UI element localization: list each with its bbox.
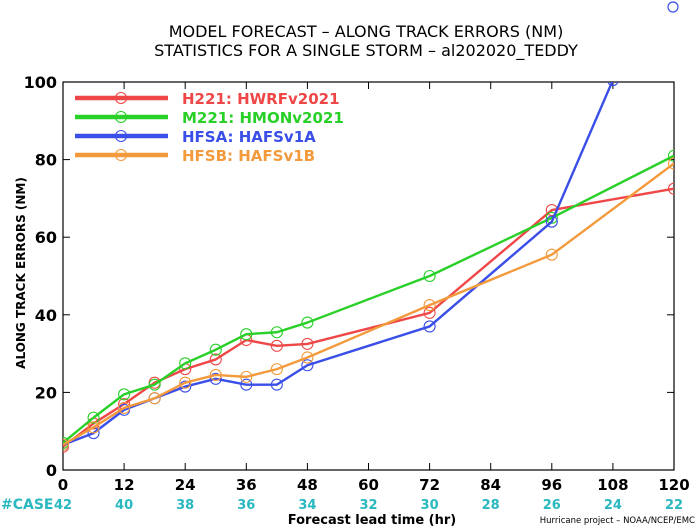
legend-entry: H221: HWRFv2021 [182, 90, 340, 108]
series-point [87, 411, 100, 424]
series-point [301, 351, 314, 364]
series-point [607, 82, 619, 87]
series-point [667, 157, 674, 170]
legend-marker [114, 148, 128, 162]
chart-title-line1: MODEL FORECAST – ALONG TRACK ERRORS (NM) [169, 22, 564, 41]
series-point [209, 372, 222, 385]
x-tick-label: 72 [419, 476, 440, 494]
case-count: 40 [115, 498, 133, 513]
case-count: 36 [237, 498, 255, 513]
legend-entry: HFSA: HAFSv1A [182, 128, 316, 146]
corner-marker-icon [667, 1, 679, 13]
x-axis-label: Forecast lead time (hr) [288, 513, 456, 528]
x-tick-label: 96 [541, 476, 562, 494]
series-point [179, 376, 192, 389]
series-clip-group [63, 82, 674, 453]
series-point [118, 388, 131, 401]
y-tick-label: 60 [35, 228, 57, 247]
x-tick-label: 24 [175, 476, 196, 494]
case-count: 26 [543, 498, 561, 513]
series-point [209, 343, 222, 356]
series-line-2 [63, 82, 614, 446]
series-point [209, 353, 222, 366]
x-tick-label: 120 [658, 476, 689, 494]
y-axis-label: ALONG TRACK ERRORS (NM) [14, 177, 28, 369]
series-point [423, 306, 436, 319]
series-point [240, 328, 253, 341]
y-tick-label: 100 [24, 73, 57, 92]
case-count: 28 [482, 498, 500, 513]
case-count: 24 [604, 498, 622, 513]
series-point [301, 337, 314, 350]
case-count: 32 [359, 498, 377, 513]
series-point [545, 211, 558, 224]
series-point [148, 392, 161, 405]
series-point [240, 370, 253, 383]
series-point [667, 149, 674, 162]
series-line-0 [63, 187, 674, 448]
plot-frame [62, 81, 675, 471]
series-point [423, 320, 436, 333]
x-tick-label: 60 [358, 476, 379, 494]
plot-axes: 0 12 24 36 48 60 72 84 96 108 120 0 20 40 60 80 100 [24, 73, 690, 494]
series-point [545, 215, 558, 228]
x-tick-label: 12 [114, 476, 135, 494]
series-point [423, 269, 436, 283]
series-line-1 [63, 154, 674, 444]
legend-entry: M221: HMONv2021 [182, 109, 344, 127]
series-point [301, 359, 314, 372]
series-point [270, 326, 283, 339]
series-point [270, 378, 283, 391]
series-point [87, 421, 100, 434]
legend-marker [114, 91, 128, 105]
footer-credit: Hurricane project – NOAA/NCEP/EMC [540, 516, 695, 526]
x-tick-label: 108 [597, 476, 628, 494]
x-tick-label: 0 [58, 476, 68, 494]
legend-marker [114, 110, 128, 124]
series-point [301, 316, 314, 329]
case-count: 30 [421, 498, 439, 513]
case-count: 22 [665, 498, 683, 513]
case-counts: 42 40 38 36 34 32 30 28 26 24 22 [54, 498, 683, 513]
case-count: 34 [298, 498, 316, 513]
series-point [667, 182, 674, 195]
series-point [179, 357, 192, 370]
series-layer [63, 82, 674, 453]
legend-marker [114, 129, 128, 143]
case-count: 42 [54, 498, 72, 513]
chart-title-line2: STATISTICS FOR A SINGLE STORM – al202020… [154, 41, 578, 61]
series-point [270, 363, 283, 376]
series-point [63, 438, 70, 451]
y-tick-label: 0 [46, 461, 57, 480]
series-point [270, 339, 283, 352]
series-point [423, 299, 436, 312]
y-tick-label: 80 [35, 151, 57, 170]
x-tick-label: 84 [480, 476, 501, 494]
series-point [240, 378, 253, 391]
x-tick-label: 36 [236, 476, 257, 494]
legend-entry: HFSB: HAFSv1B [182, 147, 315, 165]
series-point [545, 248, 558, 261]
x-tick-label: 48 [297, 476, 318, 494]
y-tick-label: 40 [35, 306, 57, 325]
series-point [209, 368, 222, 381]
series-point [118, 401, 131, 414]
case-label: #CASE [1, 497, 54, 513]
series-point [148, 378, 161, 391]
y-tick-label: 20 [35, 383, 57, 402]
case-count: 38 [176, 498, 194, 513]
